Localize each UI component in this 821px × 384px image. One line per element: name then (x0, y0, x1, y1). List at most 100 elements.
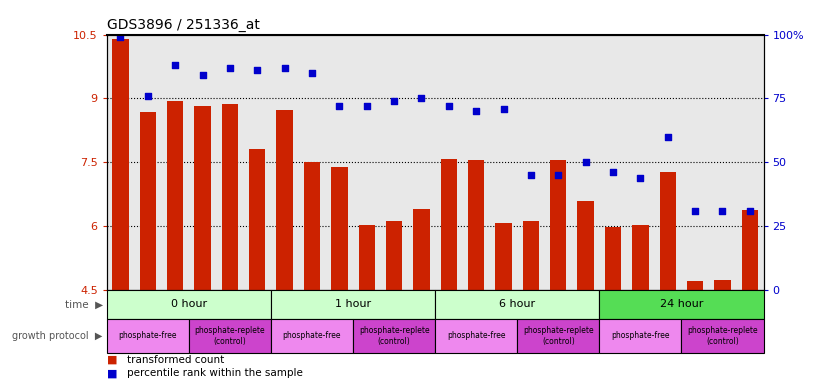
Bar (736, 35, 764, 290)
Bar (112, 39, 129, 290)
Bar (304, 162, 320, 290)
Bar (189, 319, 271, 353)
Bar (490, 35, 517, 290)
Bar (495, 223, 511, 290)
Bar (353, 35, 380, 290)
Point (415, 95, 428, 101)
Bar (331, 167, 347, 290)
Bar (216, 35, 244, 290)
Point (525, 172, 538, 178)
Bar (140, 113, 156, 290)
Bar (626, 35, 654, 290)
Bar (435, 35, 462, 290)
Bar (599, 319, 681, 353)
Text: growth protocol  ▶: growth protocol ▶ (12, 331, 103, 341)
Point (689, 208, 702, 214)
Text: phosphate-free: phosphate-free (447, 331, 506, 341)
Bar (277, 110, 293, 290)
Point (470, 108, 483, 114)
Bar (244, 35, 271, 290)
Point (607, 169, 620, 175)
Bar (189, 35, 216, 290)
Point (114, 34, 127, 40)
Point (579, 159, 592, 165)
Bar (222, 104, 238, 290)
Bar (134, 35, 162, 290)
Bar (441, 159, 457, 290)
Bar (359, 225, 375, 290)
Point (223, 65, 236, 71)
Text: phosphate-replete
(control): phosphate-replete (control) (687, 326, 758, 346)
Point (443, 103, 456, 109)
Bar (681, 319, 764, 353)
Point (497, 106, 510, 112)
Bar (107, 35, 134, 290)
Text: phosphate-free: phosphate-free (611, 331, 670, 341)
Text: percentile rank within the sample: percentile rank within the sample (127, 368, 303, 379)
Bar (523, 221, 539, 290)
Bar (435, 290, 599, 319)
Bar (353, 319, 435, 353)
Bar (413, 209, 429, 290)
Bar (249, 149, 265, 290)
Bar (544, 35, 572, 290)
Point (552, 172, 565, 178)
Bar (167, 101, 183, 290)
Text: ■: ■ (107, 368, 117, 379)
Bar (462, 35, 490, 290)
Bar (107, 290, 271, 319)
Bar (271, 290, 435, 319)
Text: phosphate-free: phosphate-free (118, 331, 177, 341)
Bar (599, 35, 626, 290)
Text: phosphate-replete
(control): phosphate-replete (control) (359, 326, 429, 346)
Point (360, 103, 374, 109)
Bar (550, 160, 566, 290)
Bar (572, 35, 599, 290)
Bar (654, 35, 681, 290)
Bar (386, 220, 402, 290)
Point (250, 67, 264, 73)
Point (305, 70, 319, 76)
Bar (271, 319, 353, 353)
Text: phosphate-replete
(control): phosphate-replete (control) (523, 326, 594, 346)
Text: phosphate-replete
(control): phosphate-replete (control) (195, 326, 265, 346)
Bar (408, 35, 435, 290)
Point (141, 93, 154, 99)
Bar (687, 281, 704, 290)
Bar (468, 160, 484, 290)
Bar (599, 290, 764, 319)
Bar (517, 35, 544, 290)
Bar (632, 225, 649, 290)
Bar (714, 280, 731, 290)
Bar (517, 319, 599, 353)
Bar (659, 172, 676, 290)
Bar (741, 210, 758, 290)
Text: GDS3896 / 251336_at: GDS3896 / 251336_at (107, 18, 259, 32)
Text: 24 hour: 24 hour (660, 299, 703, 310)
Point (278, 65, 291, 71)
Point (743, 208, 756, 214)
Point (388, 98, 401, 104)
Bar (435, 319, 517, 353)
Text: ■: ■ (107, 355, 117, 365)
Bar (162, 35, 189, 290)
Text: time  ▶: time ▶ (65, 299, 103, 310)
Point (634, 174, 647, 180)
Bar (107, 319, 189, 353)
Text: 0 hour: 0 hour (171, 299, 207, 310)
Bar (195, 106, 211, 290)
Text: 6 hour: 6 hour (499, 299, 535, 310)
Bar (298, 35, 326, 290)
Bar (271, 35, 298, 290)
Bar (709, 35, 736, 290)
Text: 1 hour: 1 hour (335, 299, 371, 310)
Text: phosphate-free: phosphate-free (282, 331, 342, 341)
Text: transformed count: transformed count (127, 355, 224, 365)
Bar (326, 35, 353, 290)
Point (168, 62, 181, 68)
Point (333, 103, 346, 109)
Bar (681, 35, 709, 290)
Bar (577, 200, 594, 290)
Point (196, 72, 209, 78)
Point (716, 208, 729, 214)
